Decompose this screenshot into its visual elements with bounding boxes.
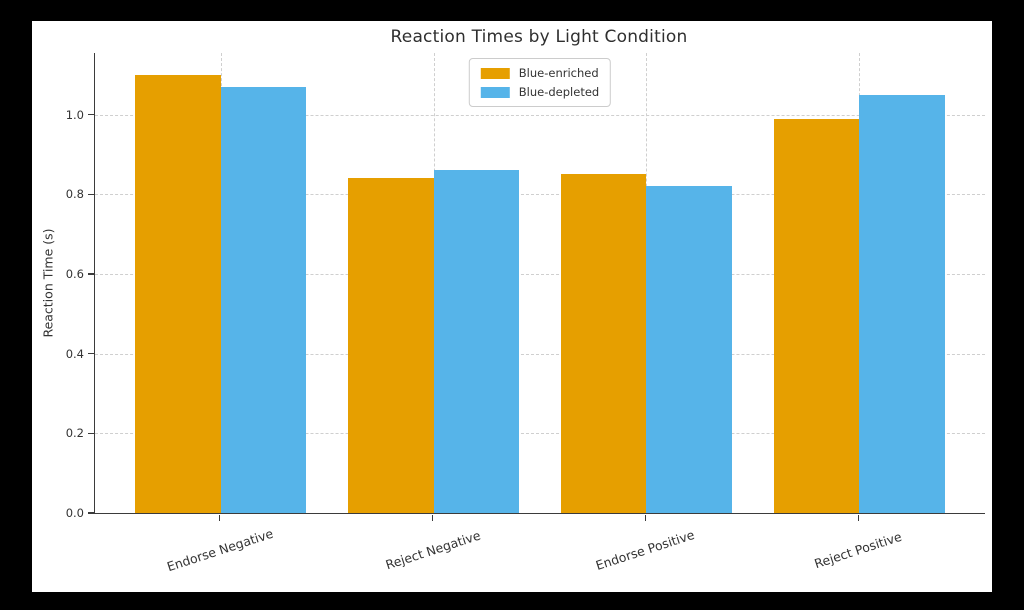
bar-blue-depleted-3 (859, 94, 945, 513)
chart-figure: Reaction Times by Light Condition Reacti… (32, 21, 992, 592)
y-tick-mark (88, 512, 94, 514)
plot-area: Blue-enriched Blue-depleted (94, 53, 985, 514)
bar-blue-enriched-0 (135, 74, 221, 513)
y-tick-label: 0.0 (65, 506, 84, 520)
bar-blue-depleted-1 (433, 170, 519, 513)
y-tick-mark (88, 273, 94, 275)
y-tick-mark (88, 432, 94, 435)
bar-blue-depleted-2 (646, 186, 732, 513)
legend-label-blue-depleted: Blue-depleted (518, 85, 600, 99)
x-tick-label: Endorse Negative (164, 525, 275, 575)
x-tick-label: Reject Negative (383, 527, 482, 573)
y-gridline (95, 114, 985, 116)
y-gridline (95, 353, 985, 355)
x-tick-mark (857, 515, 860, 521)
y-tick-label: 0.8 (65, 187, 84, 202)
y-gridline (95, 433, 985, 435)
legend-item-blue-enriched: Blue-enriched (480, 66, 599, 80)
bar-blue-enriched-3 (774, 118, 860, 513)
bar-blue-enriched-2 (561, 174, 647, 513)
x-tick-mark (644, 515, 647, 521)
y-tick-mark (88, 114, 94, 116)
y-tick-label: 1.0 (65, 107, 84, 122)
legend-item-blue-depleted: Blue-depleted (480, 85, 600, 99)
legend-label-blue-enriched: Blue-enriched (518, 66, 599, 80)
y-tick-label: 0.4 (65, 346, 84, 361)
x-tick-label: Reject Positive (812, 528, 904, 572)
y-tick-mark (88, 193, 94, 196)
x-tick-mark (218, 515, 221, 521)
y-gridline (95, 194, 985, 196)
x-tick-mark (431, 515, 434, 521)
y-gridline (95, 274, 985, 276)
y-tick-label: 0.2 (65, 426, 84, 441)
legend-swatch-blue-depleted (480, 86, 510, 98)
x-tick-label: Endorse Positive (594, 526, 697, 574)
chart-title: Reaction Times by Light Condition (390, 27, 688, 47)
bar-blue-depleted-0 (220, 86, 306, 513)
y-tick-label: 0.6 (65, 267, 84, 282)
y-tick-mark (88, 352, 94, 355)
legend: Blue-enriched Blue-depleted (468, 58, 612, 107)
bar-blue-enriched-1 (348, 178, 434, 513)
legend-swatch-blue-enriched (480, 67, 510, 79)
